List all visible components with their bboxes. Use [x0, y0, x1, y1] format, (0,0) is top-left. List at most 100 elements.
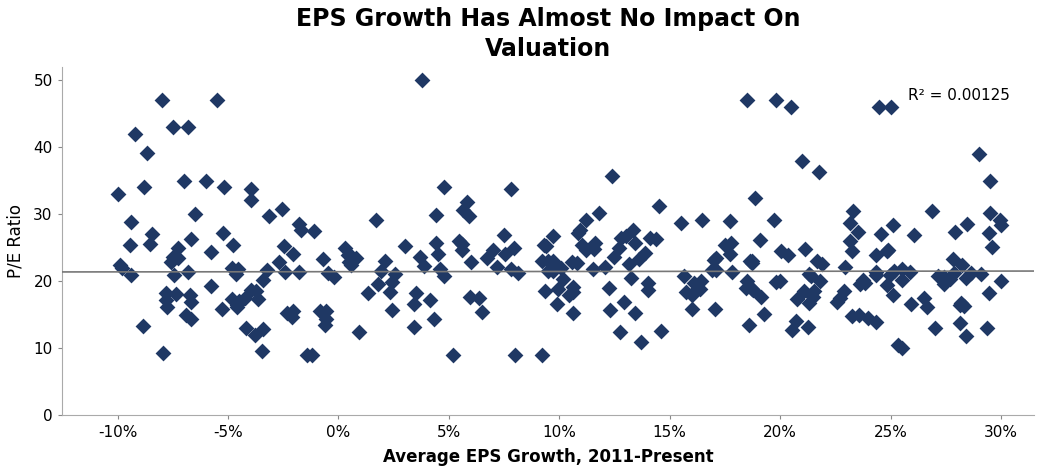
Point: [237, 324, 254, 332]
Point: [836, 287, 853, 295]
Point: [993, 277, 1010, 285]
Point: [691, 285, 708, 293]
Point: [135, 184, 152, 191]
Point: [651, 202, 667, 210]
Point: [162, 258, 179, 266]
Point: [721, 218, 738, 225]
Point: [428, 211, 445, 219]
Point: [454, 246, 471, 254]
Point: [855, 276, 871, 284]
Point: [843, 312, 860, 320]
Point: [569, 229, 586, 236]
Point: [868, 269, 885, 276]
Point: [507, 351, 524, 359]
Point: [640, 280, 657, 287]
Point: [168, 291, 184, 298]
Point: [565, 309, 582, 317]
Point: [285, 307, 302, 315]
Point: [255, 325, 272, 333]
Point: [564, 258, 581, 266]
Point: [918, 303, 935, 311]
Point: [972, 270, 989, 277]
Point: [231, 298, 248, 305]
Point: [326, 274, 342, 281]
Point: [672, 219, 689, 227]
Point: [463, 258, 480, 265]
Point: [536, 242, 553, 249]
Point: [868, 318, 885, 326]
Point: [902, 268, 918, 276]
Point: [383, 278, 400, 286]
Point: [373, 268, 389, 275]
Point: [684, 306, 701, 313]
Point: [612, 235, 629, 242]
Point: [753, 293, 769, 301]
Point: [283, 314, 300, 321]
Point: [648, 235, 664, 243]
Point: [596, 263, 613, 271]
Point: [229, 303, 246, 310]
Point: [299, 351, 315, 359]
Point: [857, 279, 873, 287]
Point: [602, 307, 618, 314]
Point: [229, 301, 246, 309]
Point: [723, 268, 740, 275]
Point: [340, 258, 357, 266]
Point: [578, 246, 594, 254]
Point: [485, 246, 502, 254]
Point: [601, 285, 617, 292]
Point: [416, 262, 433, 270]
Point: [461, 293, 478, 301]
Point: [903, 300, 919, 307]
Point: [228, 270, 245, 277]
Point: [617, 232, 634, 240]
Point: [127, 130, 144, 138]
Point: [772, 278, 789, 285]
Point: [428, 240, 445, 247]
Point: [623, 274, 639, 282]
Point: [806, 288, 822, 295]
Point: [497, 250, 513, 257]
Point: [304, 351, 321, 359]
Point: [561, 292, 578, 299]
Point: [538, 242, 555, 250]
Point: [746, 194, 763, 202]
Point: [676, 272, 692, 280]
Point: [832, 294, 848, 301]
Point: [203, 248, 220, 256]
Point: [122, 241, 138, 249]
Point: [407, 289, 424, 297]
Point: [692, 277, 709, 285]
Point: [880, 246, 896, 254]
Point: [311, 307, 328, 315]
Point: [605, 253, 621, 261]
Point: [426, 315, 442, 323]
Point: [459, 199, 476, 206]
Point: [683, 291, 700, 299]
Point: [549, 300, 565, 307]
Point: [176, 177, 193, 184]
Point: [180, 269, 197, 276]
Point: [625, 226, 641, 234]
Point: [951, 319, 968, 327]
Point: [290, 220, 307, 228]
Point: [686, 280, 703, 287]
Point: [722, 239, 739, 246]
Point: [109, 190, 126, 198]
Point: [135, 323, 152, 330]
Point: [845, 207, 862, 215]
Point: [170, 244, 186, 252]
Point: [890, 341, 907, 349]
Point: [979, 324, 995, 332]
Point: [842, 237, 859, 245]
Point: [584, 265, 601, 273]
Point: [503, 265, 519, 273]
Point: [274, 205, 290, 213]
Point: [894, 276, 911, 284]
Point: [882, 271, 898, 279]
Point: [339, 252, 356, 259]
Point: [706, 256, 722, 263]
Point: [432, 265, 449, 273]
Point: [255, 276, 272, 284]
Point: [182, 298, 199, 306]
